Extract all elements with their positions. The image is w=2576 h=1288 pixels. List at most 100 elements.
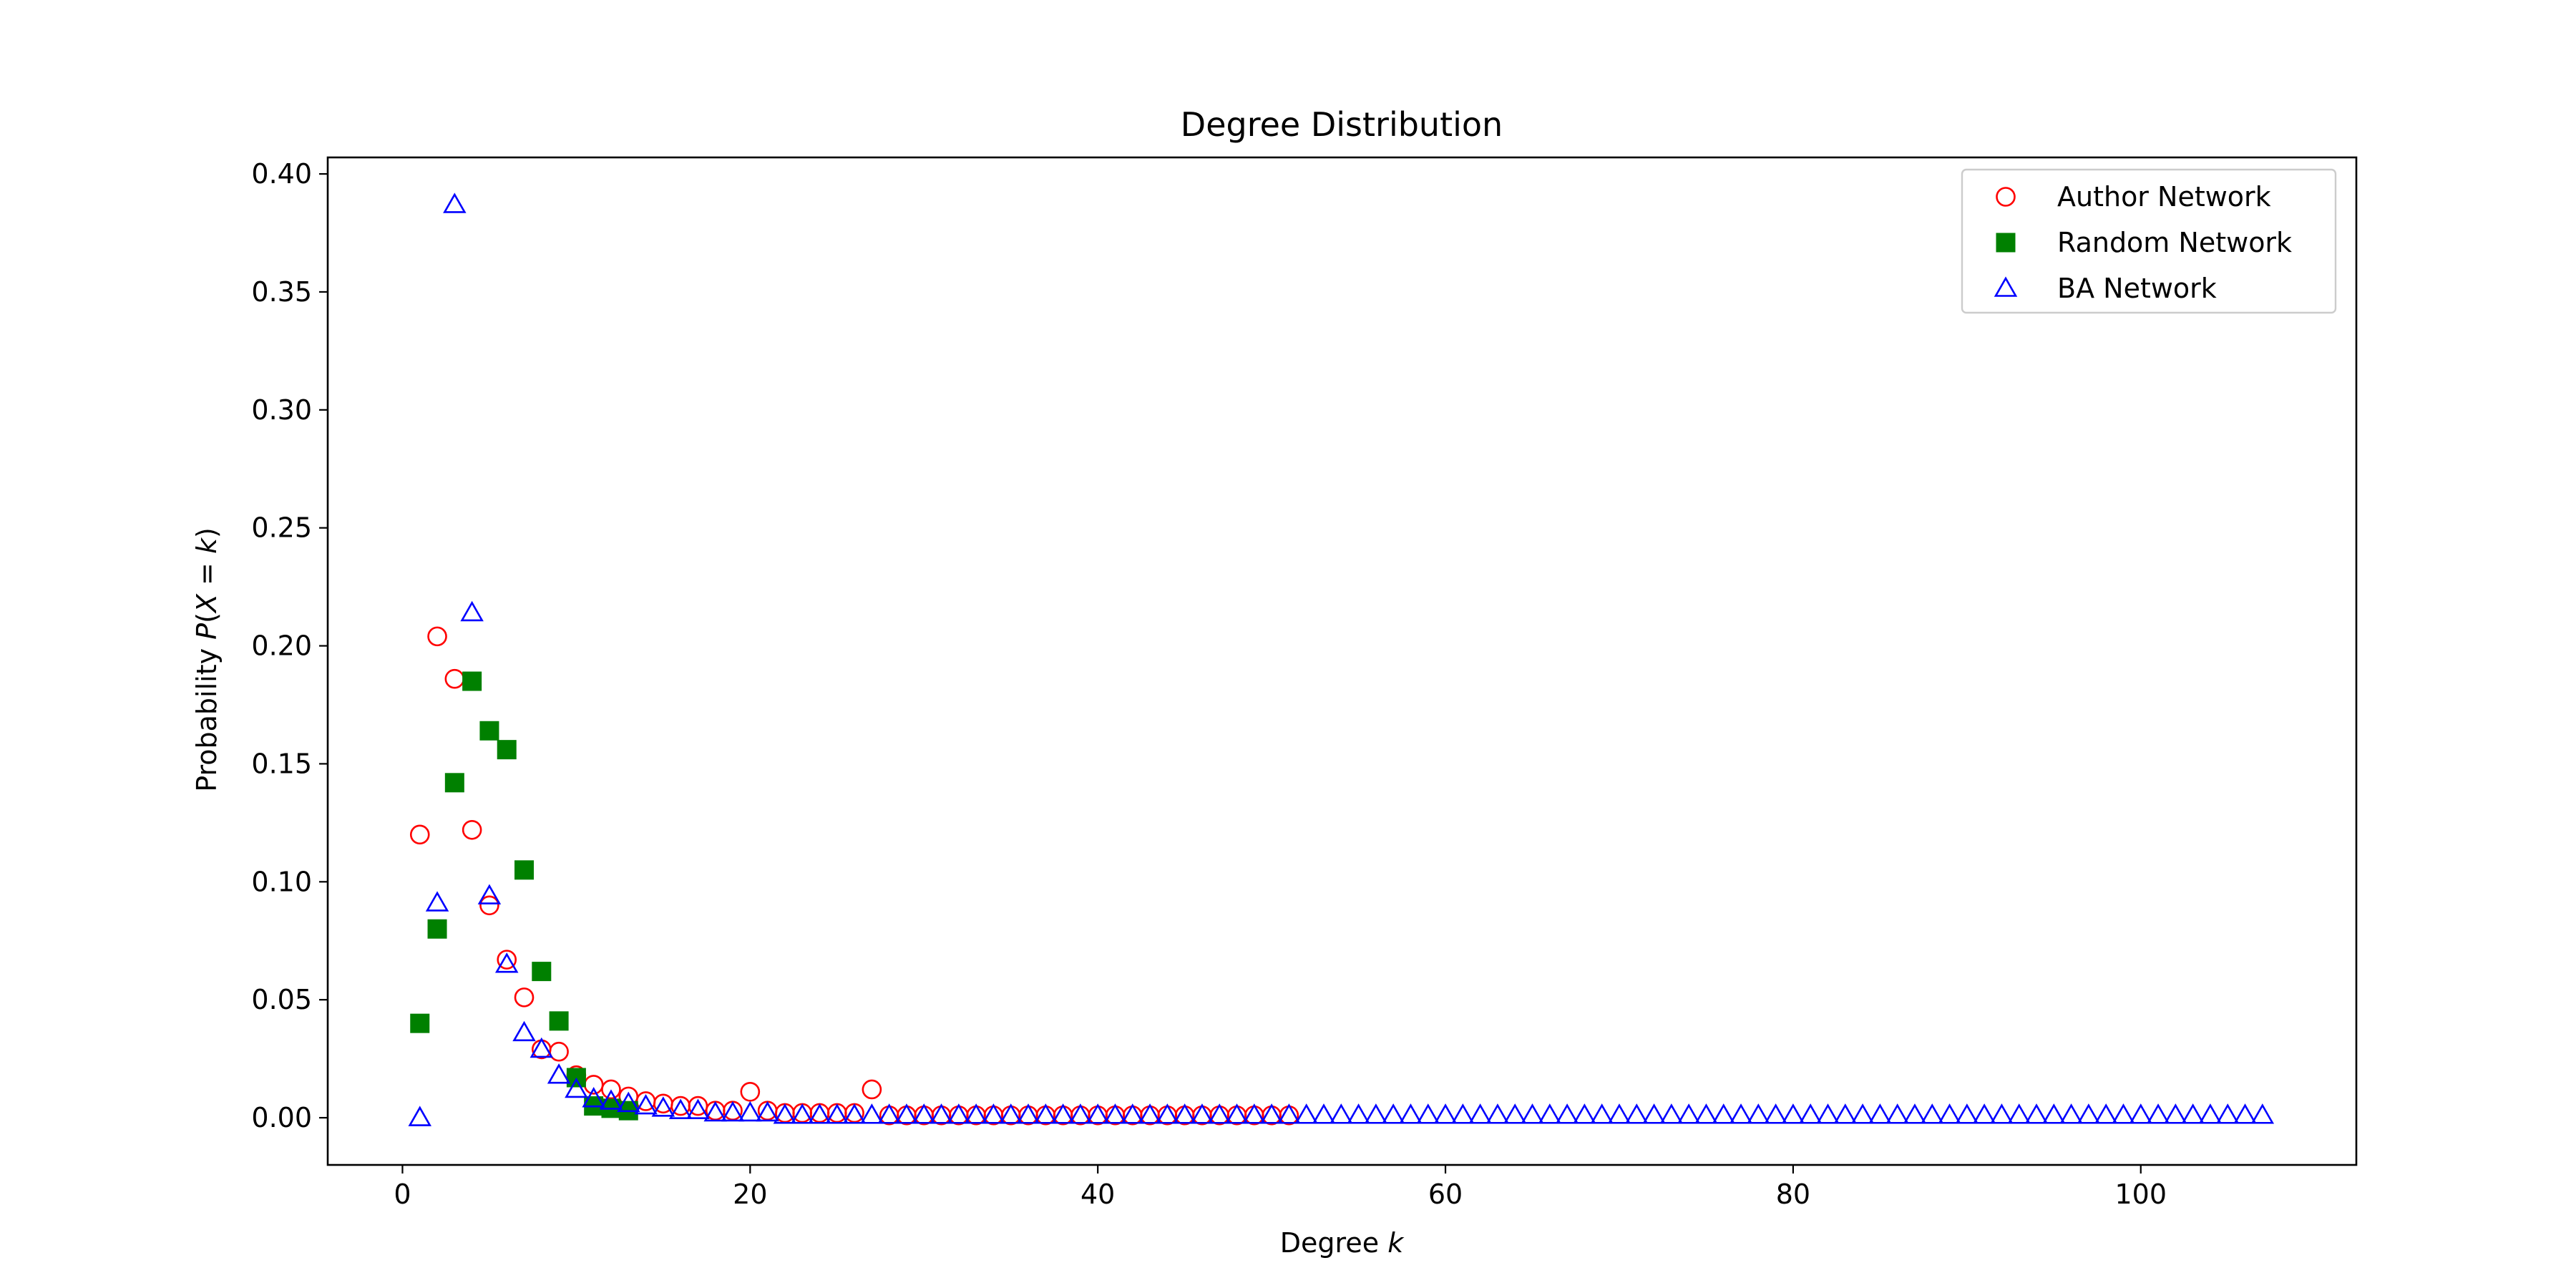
data-point: [740, 1081, 761, 1102]
y-tick-label: 0.10: [251, 866, 312, 897]
data-point: [825, 1103, 849, 1124]
data-point: [549, 1041, 569, 1062]
legend-marker: [1996, 233, 2016, 253]
data-point: [999, 1103, 1023, 1124]
data-point: [599, 1089, 623, 1110]
data-point: [1712, 1103, 1735, 1124]
data-point: [1573, 1103, 1596, 1124]
data-point: [2164, 1103, 2187, 1124]
x-tick-label: 100: [2115, 1179, 2167, 1210]
data-point: [1381, 1103, 1405, 1124]
chart-title: Degree Distribution: [1181, 105, 1503, 144]
data-point: [601, 1079, 621, 1100]
x-tick-label: 80: [1776, 1179, 1810, 1210]
data-point: [1433, 1103, 1458, 1124]
data-point: [462, 671, 482, 691]
data-point: [1677, 1103, 1701, 1124]
y-axis-label: Probability P(X = k): [191, 527, 223, 792]
data-point: [497, 740, 517, 760]
data-point: [1850, 1103, 1875, 1124]
data-point: [1138, 1103, 1162, 1124]
data-point: [1972, 1103, 1996, 1124]
plot-frame: [326, 156, 2358, 1166]
data-point: [877, 1103, 901, 1124]
data-point: [1816, 1103, 1840, 1124]
data-point: [1938, 1103, 1961, 1124]
data-point: [1103, 1103, 1127, 1124]
data-point: [2094, 1103, 2118, 1124]
data-point: [1190, 1103, 1214, 1124]
data-point: [862, 1079, 882, 1100]
data-point: [1885, 1103, 1909, 1124]
data-point: [617, 1091, 640, 1113]
data-point: [408, 1106, 431, 1126]
data-point: [947, 1103, 971, 1124]
data-point: [2042, 1103, 2066, 1124]
data-point: [703, 1101, 727, 1122]
data-point: [790, 1103, 814, 1124]
data-point: [2215, 1103, 2240, 1124]
data-point: [1607, 1103, 1631, 1124]
data-point: [930, 1103, 953, 1124]
legend: Author Network Random Network BA Network: [1961, 168, 2337, 314]
data-point: [1503, 1103, 1527, 1124]
data-point: [912, 1103, 936, 1124]
x-tick-label: 40: [1080, 1179, 1115, 1210]
data-point: [1694, 1103, 1718, 1124]
data-point: [1225, 1103, 1249, 1124]
legend-label: Random Network: [2057, 227, 2292, 258]
data-point: [1468, 1103, 1492, 1124]
data-point: [1659, 1103, 1684, 1124]
x-tick-label: 60: [1428, 1179, 1463, 1210]
data-point: [808, 1103, 831, 1124]
data-point: [514, 987, 535, 1008]
x-tick-label: 0: [394, 1179, 411, 1210]
y-tick-label: 0.00: [251, 1102, 312, 1133]
data-point: [409, 824, 430, 845]
data-point: [1242, 1103, 1267, 1124]
data-point: [512, 1020, 536, 1042]
data-point: [427, 919, 447, 939]
x-axis: 0 20 40 60 80 100: [394, 1165, 2167, 1210]
data-point: [1833, 1103, 1858, 1124]
data-point: [2024, 1103, 2049, 1124]
data-point: [1016, 1103, 1040, 1124]
data-point: [1903, 1103, 1927, 1124]
data-point: [894, 1103, 919, 1124]
data-point: [964, 1103, 988, 1124]
data-point: [982, 1103, 1005, 1124]
data-point: [1051, 1103, 1075, 1124]
data-point: [2059, 1103, 2083, 1124]
data-point: [721, 1101, 745, 1122]
data-point: [1590, 1103, 1614, 1124]
data-point: [738, 1101, 762, 1122]
data-point: [1399, 1103, 1423, 1124]
data-point: [2007, 1103, 2031, 1124]
data-point: [1207, 1103, 1231, 1124]
data-point: [634, 1093, 658, 1115]
data-point: [2233, 1103, 2257, 1124]
data-point: [2129, 1103, 2153, 1124]
data-point: [547, 1063, 571, 1084]
data-point: [1451, 1103, 1475, 1124]
data-point: [1416, 1103, 1440, 1124]
data-point: [2198, 1103, 2223, 1124]
data-point: [427, 626, 447, 647]
data-point: [532, 962, 552, 982]
data-point: [1625, 1103, 1649, 1124]
legend-marker: [1996, 187, 2016, 207]
legend-label: BA Network: [2057, 273, 2217, 304]
data-point: [2146, 1103, 2170, 1124]
data-point: [1747, 1103, 1770, 1124]
data-point: [1521, 1103, 1544, 1124]
data-point: [1277, 1103, 1301, 1124]
data-point: [1068, 1103, 1093, 1124]
data-point: [668, 1098, 693, 1119]
y-tick-label: 0.40: [251, 158, 312, 190]
data-point: [530, 1037, 554, 1058]
y-tick-label: 0.25: [251, 512, 312, 544]
legend-marker: [1994, 276, 2018, 297]
data-point: [494, 952, 519, 973]
data-point: [497, 950, 517, 970]
